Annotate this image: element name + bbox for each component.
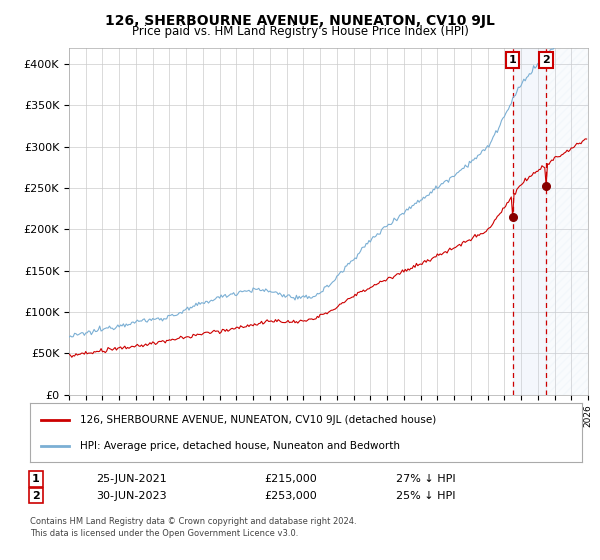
Text: Price paid vs. HM Land Registry's House Price Index (HPI): Price paid vs. HM Land Registry's House … [131, 25, 469, 38]
Text: 30-JUN-2023: 30-JUN-2023 [96, 491, 167, 501]
Text: 2: 2 [542, 55, 550, 65]
Text: £253,000: £253,000 [264, 491, 317, 501]
Text: 1: 1 [509, 55, 517, 65]
Bar [546, 48, 588, 395]
Text: 25% ↓ HPI: 25% ↓ HPI [396, 491, 455, 501]
Bar [512, 48, 546, 395]
Text: 126, SHERBOURNE AVENUE, NUNEATON, CV10 9JL (detached house): 126, SHERBOURNE AVENUE, NUNEATON, CV10 9… [80, 414, 436, 424]
Text: 126, SHERBOURNE AVENUE, NUNEATON, CV10 9JL: 126, SHERBOURNE AVENUE, NUNEATON, CV10 9… [105, 14, 495, 28]
Text: This data is licensed under the Open Government Licence v3.0.: This data is licensed under the Open Gov… [30, 529, 298, 538]
Text: 27% ↓ HPI: 27% ↓ HPI [396, 474, 455, 484]
Text: Contains HM Land Registry data © Crown copyright and database right 2024.: Contains HM Land Registry data © Crown c… [30, 517, 356, 526]
Text: 25-JUN-2021: 25-JUN-2021 [96, 474, 167, 484]
Text: £215,000: £215,000 [264, 474, 317, 484]
Text: 2: 2 [32, 491, 40, 501]
Text: 1: 1 [32, 474, 40, 484]
Text: HPI: Average price, detached house, Nuneaton and Bedworth: HPI: Average price, detached house, Nune… [80, 441, 400, 451]
